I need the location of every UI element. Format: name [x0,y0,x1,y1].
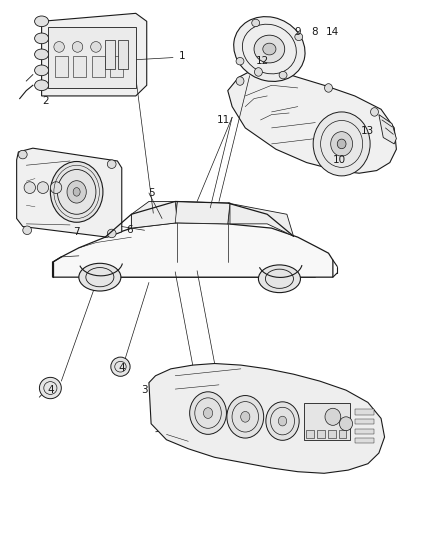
Ellipse shape [266,402,299,440]
Ellipse shape [37,182,49,193]
Ellipse shape [295,33,303,41]
Ellipse shape [279,71,287,79]
Ellipse shape [278,416,286,426]
Bar [355,409,374,415]
Text: 3: 3 [141,385,148,395]
Text: 10: 10 [333,155,346,165]
Text: 9: 9 [294,27,301,37]
Text: 6: 6 [126,225,133,235]
Ellipse shape [23,226,32,235]
Polygon shape [228,203,293,236]
Ellipse shape [111,357,130,376]
Ellipse shape [371,108,378,116]
Bar [328,430,336,438]
Bar [306,430,314,438]
Text: 11: 11 [217,115,230,125]
Text: 8: 8 [311,27,318,37]
Polygon shape [228,69,396,173]
Ellipse shape [254,68,262,76]
Polygon shape [53,223,333,277]
Ellipse shape [24,182,35,193]
Ellipse shape [35,16,49,27]
Ellipse shape [91,42,101,52]
Text: 4: 4 [47,385,54,395]
Ellipse shape [252,19,260,27]
Ellipse shape [337,139,346,149]
Ellipse shape [35,80,49,91]
Ellipse shape [331,132,353,156]
Ellipse shape [39,377,61,399]
Polygon shape [42,13,147,96]
Ellipse shape [263,43,276,55]
Bar [55,56,68,77]
Ellipse shape [107,229,116,238]
Text: 14: 14 [326,27,339,37]
Ellipse shape [35,33,49,44]
Ellipse shape [190,392,226,434]
Polygon shape [17,148,122,237]
Ellipse shape [18,150,27,159]
Ellipse shape [35,49,49,60]
Ellipse shape [54,42,64,52]
Bar [304,403,350,440]
Polygon shape [131,201,177,228]
Ellipse shape [79,263,121,291]
Ellipse shape [325,84,332,92]
Ellipse shape [313,112,370,176]
Text: 2: 2 [42,96,49,106]
Ellipse shape [107,160,116,168]
Ellipse shape [50,182,62,193]
Ellipse shape [241,411,250,422]
Polygon shape [175,201,230,224]
Text: 13: 13 [361,126,374,135]
Bar [92,56,105,77]
Ellipse shape [227,395,264,438]
Ellipse shape [258,265,300,293]
Ellipse shape [236,77,244,85]
Text: 12: 12 [256,56,269,66]
Ellipse shape [73,188,80,196]
Bar [73,56,86,77]
Bar [105,40,115,69]
Ellipse shape [254,35,285,63]
Ellipse shape [50,161,103,222]
Bar [317,430,325,438]
Ellipse shape [72,42,83,52]
Ellipse shape [67,181,86,203]
Text: 4: 4 [118,363,125,373]
Bar [48,27,136,88]
Ellipse shape [203,408,212,418]
Bar [118,40,128,69]
Ellipse shape [236,58,244,65]
Polygon shape [379,115,396,144]
Bar [355,438,374,443]
Ellipse shape [339,417,353,431]
Text: 5: 5 [148,188,155,198]
Bar [355,429,374,434]
Bar [339,430,346,438]
Bar [110,56,123,77]
Ellipse shape [35,65,49,76]
Bar [355,419,374,424]
Polygon shape [149,364,385,473]
Text: 7: 7 [73,227,80,237]
Ellipse shape [234,17,305,82]
Text: 1: 1 [178,51,185,61]
Ellipse shape [325,408,341,425]
